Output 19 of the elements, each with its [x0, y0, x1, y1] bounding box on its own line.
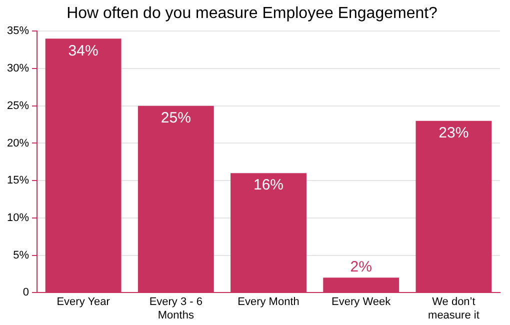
- x-tick-label: Every Week: [332, 296, 392, 308]
- data-label: 16%: [253, 176, 284, 194]
- chart-title: How often do you measure Employee Engagement?: [66, 5, 438, 22]
- x-tick-label: We don’t measure it: [428, 296, 480, 322]
- y-tick-label: 35%: [6, 25, 30, 38]
- data-label: 34%: [68, 42, 98, 60]
- x-tick-label: Every Year: [56, 296, 110, 308]
- y-tick-label: 15%: [6, 174, 30, 187]
- x-tick-label: Every Month: [238, 296, 300, 308]
- y-tick-label: 20%: [6, 137, 30, 150]
- data-label: 25%: [160, 110, 191, 127]
- y-tick-label: 30%: [6, 62, 30, 75]
- y-tick-label: 5%: [13, 249, 30, 262]
- data-label: 2%: [350, 258, 372, 276]
- y-tick-label: 10%: [6, 212, 30, 224]
- data-label: 23%: [438, 124, 469, 142]
- y-tick-label: 25%: [6, 100, 30, 112]
- y-tick-label: 0: [22, 286, 30, 299]
- x-tick-label: Every 3 - 6 Months: [149, 296, 203, 322]
